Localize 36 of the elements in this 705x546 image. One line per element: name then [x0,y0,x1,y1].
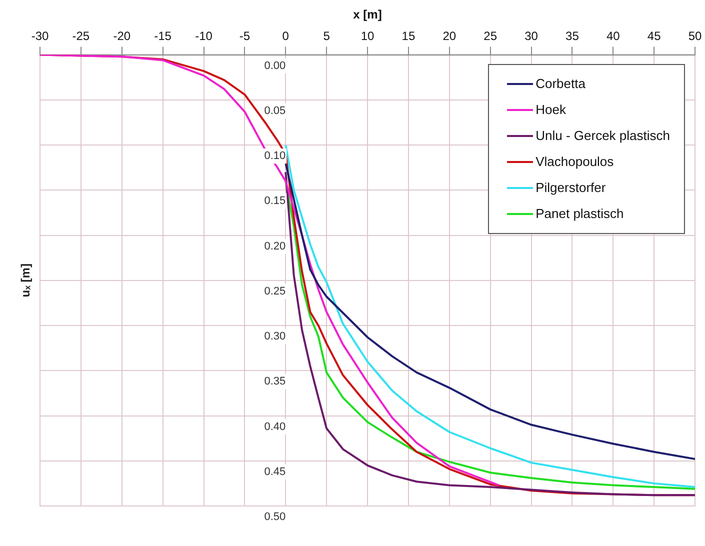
x-tick-label: -10 [195,28,213,43]
y-tick-label: 0.30 [264,330,286,343]
x-tick-label: -20 [113,28,131,43]
x-tick-label: 40 [606,28,620,43]
y-tick-label: 0.25 [264,285,286,298]
y-tick-label: 0.10 [264,150,286,162]
x-tick-label: -5 [239,28,250,43]
x-tick-label: 50 [688,28,702,43]
x-tick-label: 45 [647,28,662,43]
x-tick-label: 15 [402,28,416,43]
y-tick-label: 0.05 [264,104,286,117]
legend-label: Vlachopoulos [536,154,614,170]
x-tick-label: 5 [323,28,330,43]
x-tick-label: 25 [484,28,498,43]
x-tick-label: -25 [72,28,90,43]
y-tick-label: 0.35 [264,376,286,388]
x-tick-label: -15 [154,28,172,43]
x-tick-label: 0 [282,28,290,43]
y-tick-label: 0.00 [264,60,286,72]
x-tick-label: 30 [524,28,538,43]
y-tick-label: 0.50 [264,511,286,524]
legend-label: Unlu - Gercek plastisch [536,128,670,144]
x-axis-title: x [m] [353,8,382,22]
x-tick-label: 10 [360,28,374,43]
x-tick-label: 35 [566,28,580,43]
y-tick-label: 0.45 [264,466,286,478]
legend-label: Hoek [536,102,566,118]
legend-label: Pilgerstorfer [536,180,606,196]
y-tick-label: 0.40 [264,420,286,433]
x-tick-label: -30 [31,28,49,43]
x-tick-label: 20 [442,28,456,43]
legend-label: Panet plastisch [536,206,624,222]
y-tick-label: 0.15 [264,195,286,208]
y-tick-label: 0.20 [264,240,286,252]
legend-label: Corbetta [536,76,586,92]
y-axis-title: uₓ [m] [18,264,32,298]
